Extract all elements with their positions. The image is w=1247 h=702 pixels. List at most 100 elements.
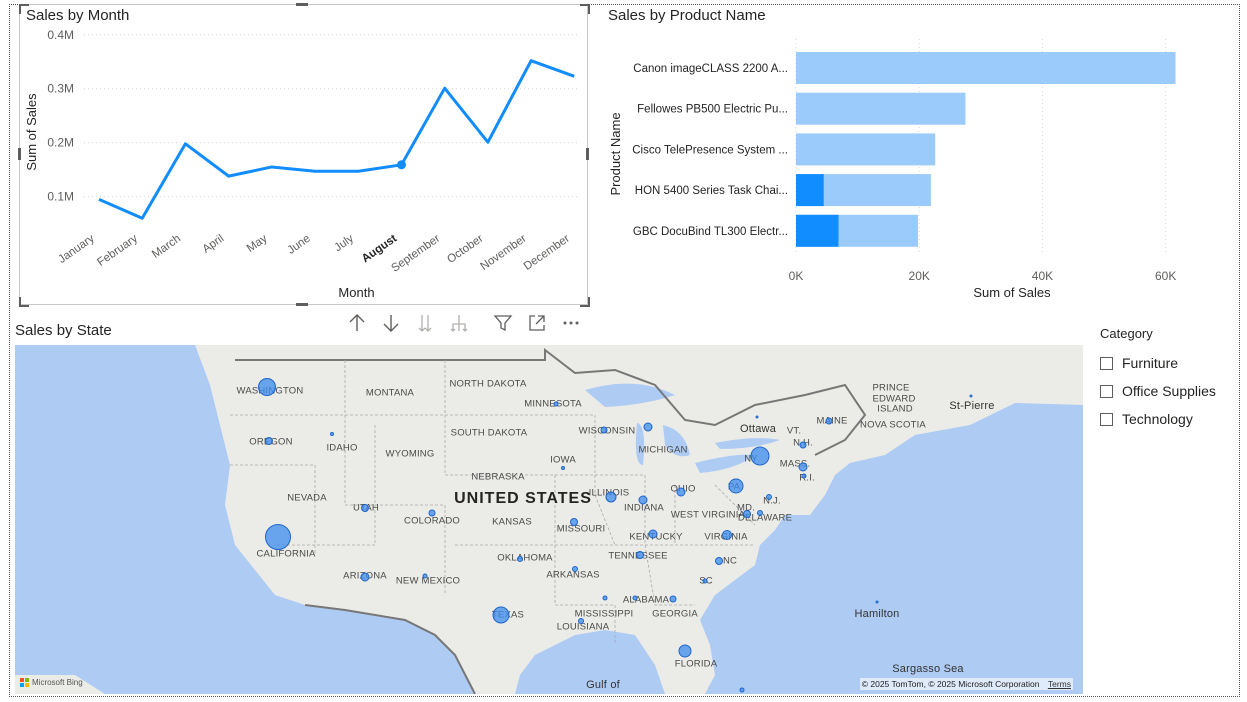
map-label: EDWARD: [872, 393, 916, 405]
resize-handle-left[interactable]: [18, 148, 21, 160]
sales-line: [98, 59, 575, 220]
map-bubble[interactable]: [422, 573, 428, 579]
highlighted-bar: [796, 174, 824, 207]
map-label: IOWA: [550, 454, 576, 466]
map-bubble[interactable]: [361, 504, 369, 512]
map-bubble[interactable]: [553, 401, 559, 407]
checkbox-icon[interactable]: [1100, 356, 1113, 370]
map-bubble[interactable]: [517, 556, 523, 562]
map-label: MICHIGAN: [638, 444, 688, 456]
map-bubble[interactable]: [678, 644, 692, 658]
map-bubble[interactable]: [258, 378, 276, 396]
x-tick-label: August: [360, 233, 399, 266]
x-tick-label: May: [245, 232, 270, 254]
map-bubble[interactable]: [636, 551, 644, 559]
slicer-item-office-supplies[interactable]: Office Supplies: [1100, 377, 1216, 405]
map-label: NC: [722, 555, 738, 567]
map-bubble[interactable]: [750, 446, 770, 466]
map-bubble[interactable]: [265, 524, 291, 550]
data-point: [396, 160, 406, 170]
map-label: CALIFORNIA: [256, 548, 316, 560]
map-bubble[interactable]: [602, 595, 608, 601]
resize-handle-right[interactable]: [586, 148, 589, 160]
filter-icon[interactable]: [486, 310, 520, 336]
map-bubble[interactable]: [676, 487, 686, 497]
y-axis-title: Sum of Sales: [24, 93, 39, 171]
map-bubble[interactable]: [570, 518, 578, 526]
x-tick-label: 0K: [789, 269, 804, 283]
sales-by-product-chart[interactable]: 0K 20K 40K 60K Canon imageCLASS 2200 A... Fel…: [600, 4, 1230, 305]
map-bubble[interactable]: [755, 415, 759, 419]
more-options-icon[interactable]: [554, 310, 588, 336]
map-bubble[interactable]: [605, 491, 617, 503]
y-tick-label: Cisco TelePresence System ...: [632, 144, 788, 156]
map-label: VT.: [786, 425, 802, 437]
map-bubble[interactable]: [360, 572, 370, 582]
map-label: NEW MEXICO: [395, 575, 461, 587]
map-bubble[interactable]: [739, 687, 745, 693]
terms-link[interactable]: Terms: [1047, 679, 1071, 689]
double-arrow-down-icon[interactable]: [408, 310, 442, 336]
resize-handle-bottom[interactable]: [296, 303, 308, 306]
map-bubble[interactable]: [600, 426, 608, 434]
map-bubble[interactable]: [875, 600, 879, 604]
map-bubble[interactable]: [722, 530, 732, 540]
y-axis-title: Product Name: [608, 112, 623, 195]
map-bubble[interactable]: [330, 432, 334, 436]
map-bubble[interactable]: [969, 394, 973, 398]
resize-handle-top-left[interactable]: [19, 4, 29, 14]
map-bubble[interactable]: [638, 495, 648, 505]
map-bubble[interactable]: [715, 557, 723, 565]
map-bubble[interactable]: [825, 417, 833, 425]
checkbox-icon[interactable]: [1100, 412, 1113, 426]
map-bubble[interactable]: [801, 473, 807, 479]
x-tick-label: December: [522, 233, 572, 273]
resize-handle-bottom-left[interactable]: [19, 297, 29, 307]
map-bubble[interactable]: [428, 509, 436, 517]
map-label: NEBRASKA: [471, 471, 525, 483]
focus-mode-icon[interactable]: [520, 310, 554, 336]
map-bubble[interactable]: [648, 529, 658, 539]
map-bubble[interactable]: [561, 466, 565, 470]
map-label: ARKANSAS: [546, 569, 600, 581]
y-tick-label: 0.2M: [47, 136, 74, 150]
map-bubble[interactable]: [578, 618, 584, 624]
map-label: MD.: [736, 502, 756, 514]
map-bubble[interactable]: [799, 441, 807, 449]
slicer-item-technology[interactable]: Technology: [1100, 405, 1216, 433]
map-bubble[interactable]: [798, 462, 808, 472]
map-bubble[interactable]: [643, 422, 653, 432]
microsoft-bing-logo: Microsoft Bing: [20, 678, 83, 687]
x-tick-label: July: [332, 232, 356, 254]
arrow-down-icon[interactable]: [374, 310, 408, 336]
map-bubble[interactable]: [766, 494, 772, 500]
map-label: KANSAS: [492, 516, 532, 528]
map-bubble[interactable]: [632, 595, 638, 601]
map-bubble[interactable]: [492, 606, 510, 624]
resize-handle-top-right[interactable]: [580, 4, 590, 14]
map-label: UNITED STATES: [454, 490, 592, 507]
map-bubble[interactable]: [669, 595, 677, 603]
checkbox-icon[interactable]: [1100, 384, 1113, 398]
expand-hierarchy-icon[interactable]: [442, 310, 476, 336]
map-bubble[interactable]: [728, 478, 744, 494]
map-title: Sales by State: [15, 322, 112, 339]
y-tick-label: Fellowes PB500 Electric Pu...: [637, 104, 788, 116]
map-bubble[interactable]: [265, 437, 273, 445]
arrow-up-icon[interactable]: [340, 310, 374, 336]
map-bubble[interactable]: [757, 510, 763, 516]
map-bubble[interactable]: [702, 578, 708, 584]
map-label: PRINCE: [872, 382, 910, 394]
copyright-text: © 2025 TomTom, © 2025 Microsoft Corporat…: [861, 679, 1040, 689]
sales-by-state-map[interactable]: UNITED STATES Ottawa Hamilton St-Pierre Sarg…: [15, 345, 1083, 694]
map-basemap: [15, 345, 1083, 694]
resize-handle-top[interactable]: [296, 3, 308, 6]
map-bubble[interactable]: [743, 510, 751, 518]
microsoft-logo-icon: [20, 678, 29, 687]
map-bubble[interactable]: [572, 566, 578, 572]
map-label: NEVADA: [287, 492, 327, 504]
slicer-item-furniture[interactable]: Furniture: [1100, 349, 1216, 377]
resize-handle-bottom-right[interactable]: [580, 297, 590, 307]
bar-chart-title: Sales by Product Name: [608, 7, 766, 24]
